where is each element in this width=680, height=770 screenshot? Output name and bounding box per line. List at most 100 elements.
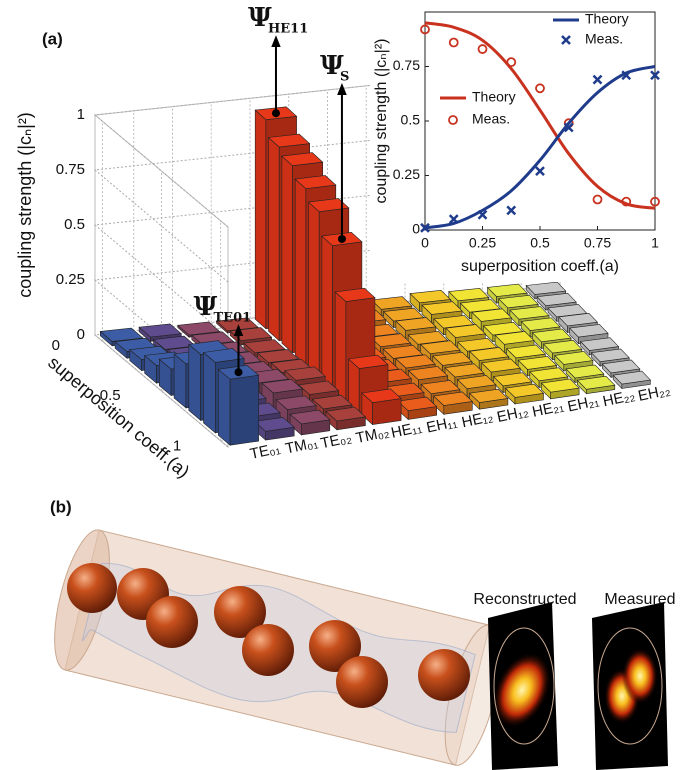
bar-face: [407, 366, 449, 381]
bar-face: [284, 366, 326, 381]
heatmap: [592, 602, 668, 770]
bar-face: [253, 417, 295, 432]
bar-face: [482, 321, 524, 336]
inset-chart: 0 0.25 0.5 0.75 1 0 0.25 0.5 0.75 superposition c…: [370, 0, 675, 282]
bar-face: [307, 198, 350, 213]
heatmap: [488, 602, 558, 770]
x-tick-label: EH₂₁: [566, 392, 601, 415]
bar-face: [294, 178, 307, 366]
bar-face: [370, 296, 413, 310]
legend-label: Theory: [585, 11, 629, 27]
x-tick-label: HE₂₁: [531, 398, 566, 421]
marker: [592, 194, 603, 205]
marker: [477, 44, 488, 54]
bar-face: [267, 133, 311, 148]
panel-label: (a): [42, 29, 63, 48]
bar-face: [509, 306, 550, 320]
bar-face: [536, 292, 577, 307]
marker: [650, 70, 660, 81]
bar: [289, 409, 331, 436]
x-tick-label: 0: [421, 235, 429, 251]
bar-face: [308, 201, 320, 378]
bar-face: [492, 372, 533, 387]
x-tick-label: 0.75: [584, 235, 611, 251]
bar-face: [409, 289, 452, 304]
legend-label: Meas.: [472, 111, 510, 127]
legend-swatch: [561, 35, 571, 45]
bar-face: [254, 109, 267, 330]
bar-face: [407, 330, 449, 345]
z-tick-label: 0: [77, 326, 85, 343]
bar-face: [457, 337, 498, 352]
bar-face: [281, 152, 324, 167]
y-tick-label: 0.5: [401, 112, 421, 128]
bar-face: [382, 344, 424, 359]
bar-face: [243, 339, 286, 354]
sphere: [309, 620, 361, 672]
bar-face: [433, 315, 475, 329]
bar-face: [382, 307, 425, 322]
annotation-symbol: Ψ: [193, 292, 217, 322]
marker: [506, 205, 517, 216]
y-tick-label: 0: [52, 337, 60, 354]
bar-face: [261, 378, 303, 394]
bar-face: [419, 340, 461, 355]
bar-face: [397, 396, 438, 412]
marker: [420, 222, 430, 233]
x-axis-label: superposition coeff.(a): [461, 258, 619, 275]
annotation-subscript: HE11: [268, 22, 308, 37]
annotation-subscript: TE01: [213, 311, 251, 326]
bar-face: [347, 354, 389, 369]
y-tick-label: 0.75: [393, 57, 420, 73]
marker: [448, 214, 459, 224]
bar-face: [421, 301, 463, 315]
bar-face: [520, 317, 561, 331]
bar-face: [281, 155, 293, 354]
image-label: Reconstructed: [473, 591, 576, 608]
bar-face: [612, 370, 652, 385]
bar: [576, 375, 616, 395]
bar-face: [361, 388, 402, 403]
legend-swatch: [448, 115, 458, 125]
bar-face: [565, 364, 605, 379]
bar: [565, 364, 605, 384]
y-tick-label: 0.25: [393, 166, 420, 182]
mode-intensity: [622, 648, 658, 704]
bar-face: [498, 294, 539, 309]
bar-face: [529, 367, 569, 382]
y-axis-label: coupling strength (|cₙ|²): [373, 39, 390, 204]
marker: [448, 37, 459, 48]
legend-label: Theory: [472, 89, 516, 105]
bar-face: [506, 344, 546, 359]
bar-face: [433, 391, 473, 406]
x-tick-label: TM₀₂: [354, 423, 391, 447]
y-tick-label: 0.5: [100, 387, 121, 404]
bar-face: [542, 339, 583, 354]
x-tick-label: EH₁₁: [425, 413, 459, 436]
z-tick-label: 1: [77, 106, 85, 123]
bar-face: [468, 388, 509, 403]
bar-face: [579, 337, 620, 351]
bar-face: [334, 291, 347, 402]
bar-face: [188, 343, 201, 422]
y-tick-label: 1: [173, 437, 181, 454]
series-line: [424, 21, 656, 210]
bar-face: [576, 375, 616, 390]
panel-b: (b) Reconstructed Measured: [50, 497, 676, 770]
bar-face: [372, 398, 402, 425]
x-tick-label: EH₂₂: [637, 382, 672, 405]
bar: [612, 370, 652, 390]
z-axis-label: coupling strength (|cₙ|²): [15, 112, 35, 298]
marker: [477, 209, 488, 220]
bar-face: [218, 368, 231, 446]
bar-face: [517, 356, 558, 370]
bar-face: [540, 378, 580, 393]
inset-background: [370, 0, 675, 282]
bar-face: [486, 283, 528, 297]
y-tick-label: 0: [412, 221, 420, 237]
sphere: [146, 596, 198, 648]
bar-face: [469, 347, 510, 361]
x-tick-label: EH₁₂: [495, 403, 530, 426]
bar-face: [569, 324, 609, 338]
